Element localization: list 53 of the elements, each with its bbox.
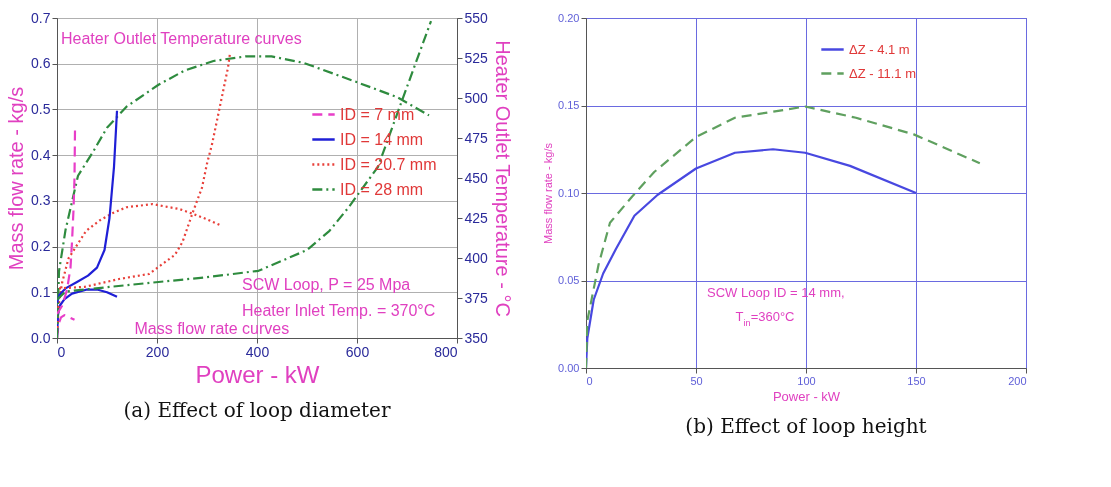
y-axis-title: Mass flow rate - kg/s (542, 142, 555, 244)
y-tick-label: 0.15 (558, 99, 580, 111)
y2-axis-title: Heater Outlet Temperature - °C (491, 40, 514, 317)
annotation: T$_{in}$=360°C (735, 309, 795, 329)
y-tick-label: 0.1 (31, 283, 51, 300)
x-axis-title: Power - kW (195, 360, 320, 388)
y2-tick-label: 425 (464, 209, 489, 226)
y2-tick-label: 375 (464, 289, 489, 306)
y2-tick-label: 400 (464, 249, 489, 266)
y2-tick-label: 475 (464, 129, 489, 146)
y-tick-label: 0.10 (558, 186, 580, 199)
annotation: Heater Inlet Temp. = 370°C (242, 301, 436, 319)
x-tick-label: 0 (57, 343, 66, 360)
y2-tick-label: 450 (464, 169, 489, 186)
y-axis-title: Mass flow rate - kg/s (5, 86, 28, 271)
y-tick-label: 0.2 (31, 238, 51, 255)
y-tick-label: 0.0 (31, 329, 51, 346)
x-tick-label: 400 (245, 343, 270, 360)
y-tick-label: 0.3 (31, 192, 51, 209)
annotation: Heater Outlet Temperature curves (61, 29, 302, 47)
legend-label: ΔZ - 11.1 m (849, 65, 916, 81)
annotation: Mass flow rate curves (134, 319, 290, 337)
x-tick-label: 50 (690, 374, 703, 387)
y2-tick-label: 500 (464, 89, 489, 106)
legend-label: ΔZ - 4.1 m (849, 41, 910, 57)
x-tick-label: 200 (1008, 374, 1027, 387)
x-axis-title: Power - kW (772, 388, 841, 404)
x-tick-label: 0 (586, 374, 593, 387)
y2-tick-label: 350 (464, 329, 489, 346)
line-series (57, 109, 119, 304)
y-tick-label: 0.5 (31, 100, 51, 117)
line-series (57, 128, 77, 316)
x-tick-label: 800 (434, 343, 458, 360)
y-tick-label: 0.00 (558, 361, 580, 374)
y-tick-label: 0.7 (31, 9, 51, 26)
y2-tick-label: 525 (464, 49, 489, 66)
x-tick-label: 100 (797, 374, 816, 387)
x-tick-label: 200 (145, 343, 170, 360)
text: (b) Effect of loop height (685, 414, 927, 438)
legend-label: ID = 14 mm (340, 130, 424, 148)
legend-label: ID = 20.7 mm (340, 155, 437, 173)
line-series (586, 105, 981, 368)
x-tick-label: 150 (907, 374, 926, 387)
y-tick-label: 0.4 (31, 146, 51, 163)
y-tick-label: 0.05 (558, 274, 580, 286)
y2-tick-label: 550 (464, 9, 489, 26)
annotation: SCW Loop, P = 25 Mpa (242, 276, 411, 294)
legend-label: ID = 7 mm (340, 105, 415, 123)
x-tick-label: 600 (345, 343, 370, 360)
legend-label: ID = 28 mm (340, 180, 424, 198)
y-tick-label: 0.6 (31, 55, 51, 72)
y-tick-label: 0.20 (558, 11, 580, 24)
text: (a) Effect of loop diameter (123, 398, 391, 422)
